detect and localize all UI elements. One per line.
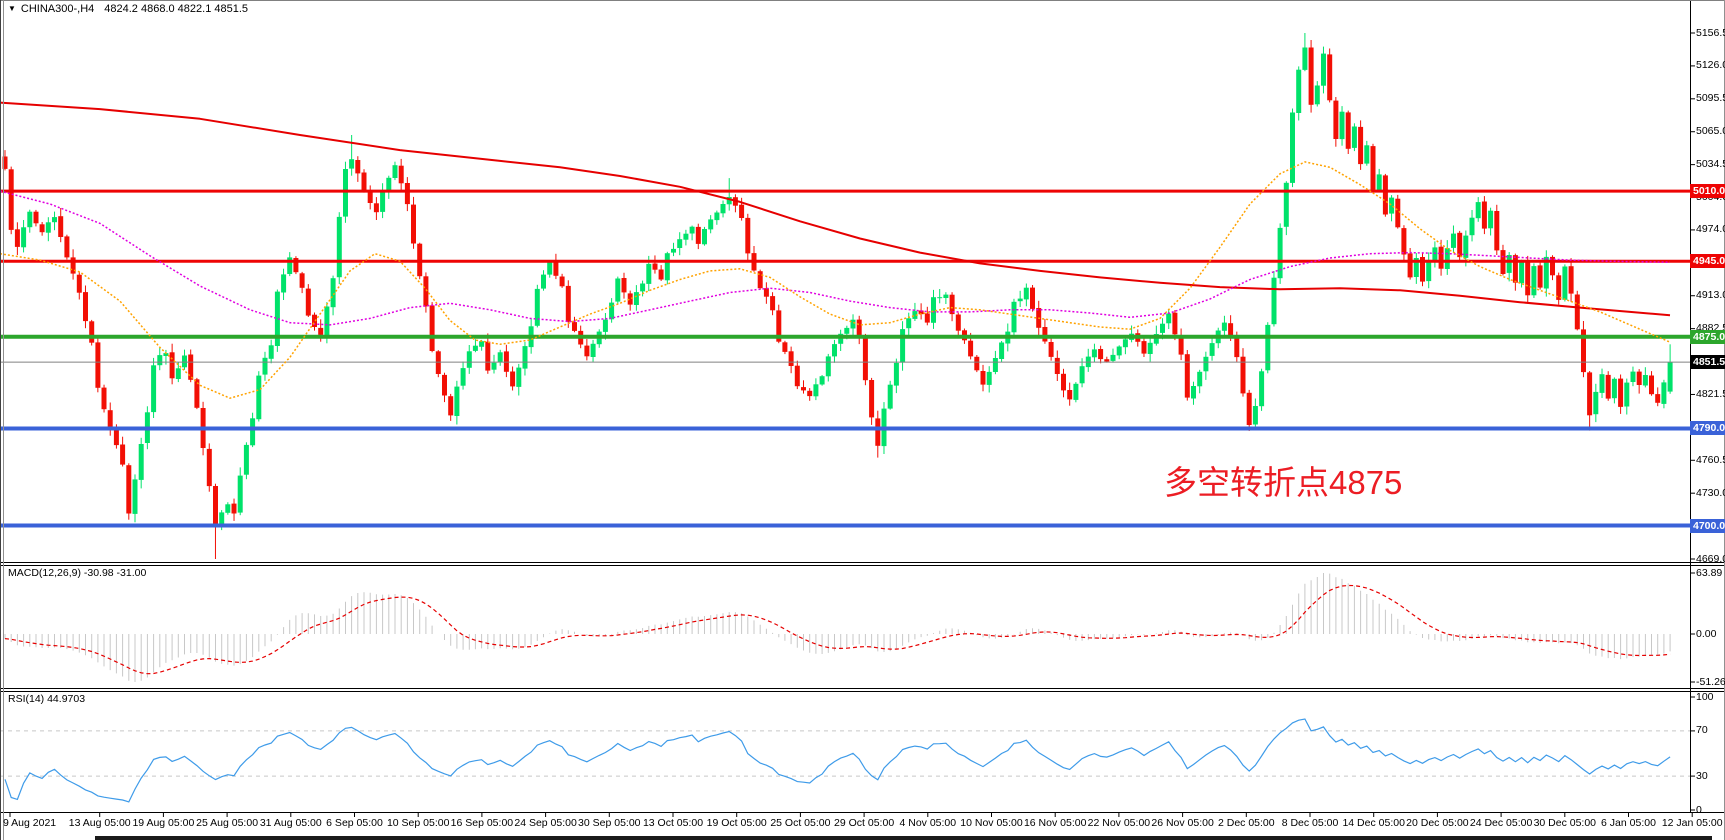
mt4-chart-window: ▼ CHINA300-,H4 4824.2 4868.0 4822.1 4851.5… — [0, 0, 1725, 840]
chart-canvas[interactable] — [0, 0, 1725, 840]
